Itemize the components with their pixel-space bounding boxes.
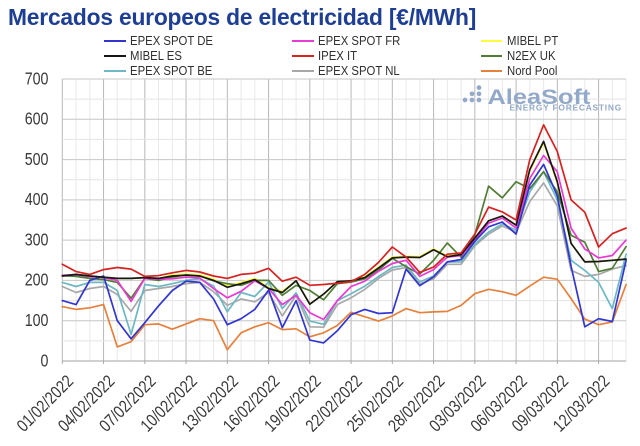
svg-text:100: 100	[25, 312, 49, 331]
svg-text:400: 400	[25, 191, 49, 210]
svg-text:600: 600	[25, 110, 49, 129]
svg-text:AleaSoft: AleaSoft	[488, 85, 591, 109]
svg-text:700: 700	[25, 70, 49, 89]
svg-text:200: 200	[25, 271, 49, 290]
svg-text:0: 0	[41, 352, 49, 371]
svg-text:ENERGY FORECASTING: ENERGY FORECASTING	[510, 103, 623, 113]
svg-text:300: 300	[25, 231, 49, 250]
svg-text:500: 500	[25, 151, 49, 170]
